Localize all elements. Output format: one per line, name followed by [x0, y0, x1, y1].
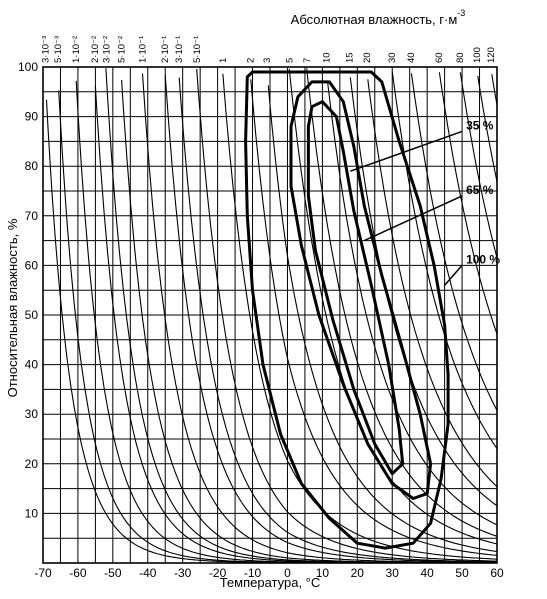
grid	[42, 67, 498, 563]
absolute-humidity-line	[45, 99, 497, 564]
absolute-humidity-line	[349, 77, 498, 507]
top-axis-label: Абсолютная влажность, г·м-3	[291, 8, 466, 27]
absolute-humidity-line	[288, 68, 498, 545]
y-tick-label: 80	[25, 159, 39, 173]
y-tick-label: 10	[25, 506, 39, 520]
contour-100-percent	[244, 70, 450, 550]
comfort-contours	[244, 70, 450, 550]
x-tick-labels: -70 -60 -50 -40 -30 -20 -10 0 10 20 30 40 50 60	[34, 566, 504, 580]
top-tick-label: 1	[218, 58, 229, 63]
x-tick-label: 40	[420, 566, 434, 580]
absolute-humidity-line	[410, 73, 498, 411]
absolute-humidity-line	[250, 79, 498, 556]
x-tick-label: -60	[69, 566, 87, 580]
top-tick-label: 5	[285, 58, 296, 63]
x-tick-label: 0	[284, 566, 291, 580]
annotation-leaders	[350, 130, 463, 286]
y-tick-label: 60	[25, 258, 39, 272]
y-tick-label: 100	[18, 60, 38, 74]
top-tick-label: 2·10⁻²	[90, 36, 101, 63]
contour-35-percent	[306, 100, 405, 476]
absolute-humidity-line	[491, 74, 498, 106]
absolute-humidity-line	[477, 75, 498, 182]
top-tick-label: 120	[486, 47, 497, 63]
absolute-humidity-line	[459, 72, 498, 259]
top-tick-label: 40	[406, 52, 417, 63]
top-axis-label-main: Абсолютная влажность, г·м	[291, 12, 458, 27]
top-tick-label: 2	[245, 58, 256, 63]
x-tick-label: 30	[386, 566, 400, 580]
top-tick-label: 1·10⁻²	[71, 36, 82, 63]
absolute-humidity-line	[196, 68, 497, 562]
absolute-humidity-line	[327, 81, 498, 526]
absolute-humidity-line	[58, 90, 497, 564]
x-axis-label: Температура, °C	[220, 575, 321, 590]
top-tick-label: 7	[302, 58, 313, 63]
y-tick-label: 50	[25, 308, 39, 322]
y-tick-label: 90	[25, 110, 39, 124]
top-tick-label: 2·10⁻¹	[160, 36, 171, 63]
y-tick-label: 70	[25, 209, 39, 223]
annotation-leader	[444, 264, 463, 286]
absolute-humidity-line	[164, 75, 497, 563]
x-tick-label: 60	[490, 566, 504, 580]
y-tick-label: 40	[25, 358, 39, 372]
top-tick-label: 15	[345, 52, 356, 63]
x-tick-label: -70	[34, 566, 52, 580]
top-tick-label: 60	[434, 52, 445, 63]
top-tick-label: 3·10⁻¹	[174, 36, 185, 63]
top-tick-label: 10	[321, 52, 332, 63]
top-tick-label: 3·10⁻²	[101, 36, 112, 63]
top-tick-label: 80	[455, 52, 466, 63]
x-tick-label: -20	[209, 566, 227, 580]
absolute-humidity-line	[367, 79, 498, 488]
x-tick-label: 10	[316, 566, 330, 580]
top-tick-label: 20	[362, 52, 373, 63]
x-tick-label: 20	[351, 566, 365, 580]
contour-65-percent	[289, 80, 433, 500]
top-tick-labels: 3·10⁻³ 5·10⁻³ 1·10⁻² 2·10⁻² 3·10⁻² 5·10⁻² 1·10…	[40, 36, 497, 63]
absolute-humidity-line	[267, 85, 498, 553]
annotation-labels: 35 % 65 % 100 %	[466, 118, 500, 266]
x-tick-label: -40	[139, 566, 157, 580]
y-tick-label: 20	[25, 457, 39, 471]
annotation-label: 35 %	[466, 118, 494, 132]
absolute-humidity-line	[75, 80, 497, 564]
top-tick-label: 3·10⁻³	[40, 36, 51, 63]
annotation-leader	[350, 130, 463, 172]
top-tick-label: 5·10⁻²	[116, 36, 127, 63]
top-tick-label: 3	[262, 58, 273, 63]
absolute-humidity-line	[438, 72, 498, 335]
absolute-humidity-line	[222, 73, 498, 560]
top-tick-label: 1·10⁻¹	[138, 36, 149, 63]
plot-frame	[42, 66, 498, 564]
x-tick-label: -30	[174, 566, 192, 580]
annotation-label: 65 %	[466, 183, 494, 197]
annotation-leader	[363, 195, 463, 242]
x-tick-label: -50	[104, 566, 122, 580]
top-axis-label-sup: -3	[457, 8, 465, 18]
absolute-humidity-line	[178, 77, 498, 563]
x-tick-label: -10	[244, 566, 262, 580]
top-tick-label: 5·10⁻¹	[192, 36, 203, 63]
plot-border	[42, 66, 498, 564]
y-tick-label: 30	[25, 407, 39, 421]
y-axis-label: Относительная влажность, %	[5, 218, 20, 397]
top-tick-label: 100	[472, 47, 483, 63]
top-tick-label: 5·10⁻³	[53, 36, 64, 63]
x-tick-label: 50	[455, 566, 469, 580]
y-tick-labels: 10 20 30 40 50 60 70 80 90 100	[18, 60, 38, 520]
annotation-label: 100 %	[466, 252, 500, 266]
top-tick-label: 30	[387, 52, 398, 63]
